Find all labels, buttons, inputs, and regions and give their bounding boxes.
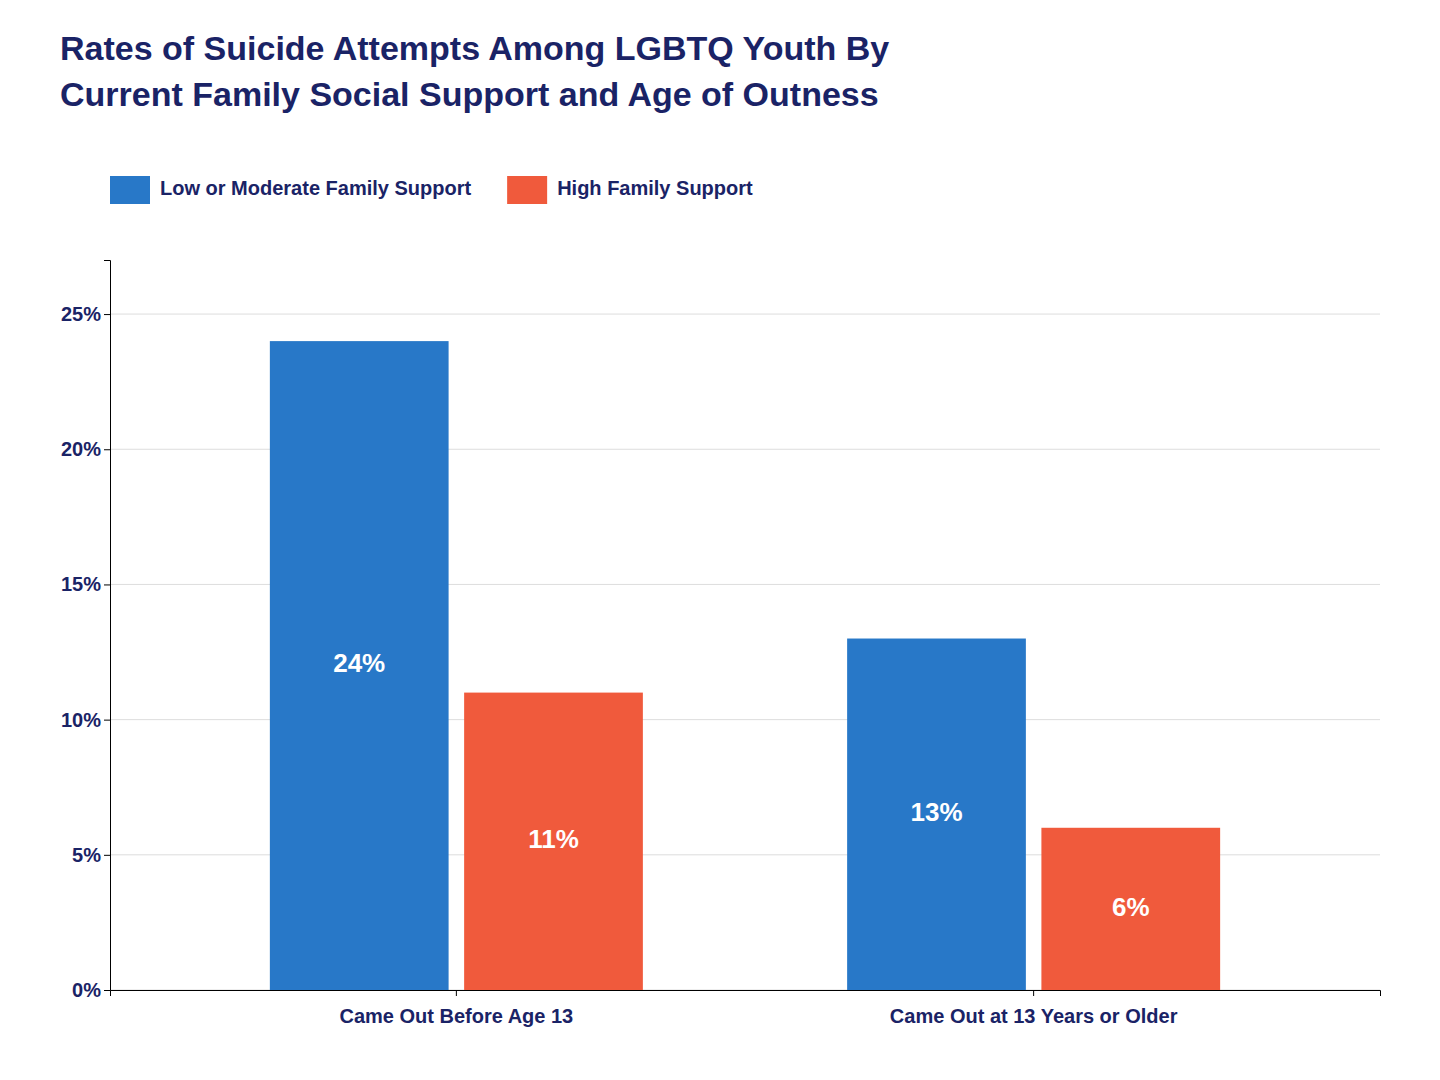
x-tick-mark bbox=[456, 990, 457, 996]
data-label: 6% bbox=[1112, 892, 1150, 922]
legend-label: High Family Support bbox=[557, 177, 753, 199]
grid-line bbox=[110, 314, 1380, 315]
bars bbox=[270, 341, 1220, 990]
y-tick-label: 20% bbox=[61, 438, 101, 460]
y-tick-mark bbox=[104, 584, 110, 585]
data-labels: 24% 13% 11% 6% bbox=[333, 648, 1149, 921]
data-label: 11% bbox=[528, 824, 579, 854]
title: Rates of Suicide Attempts Among LGBTQ Yo… bbox=[60, 29, 889, 113]
y-tick-label: 25% bbox=[61, 303, 101, 325]
data-label: 24% bbox=[333, 648, 385, 678]
legend-swatch bbox=[507, 176, 547, 204]
y-tick-mark bbox=[104, 855, 110, 856]
x-tick: Came Out Before Age 13 bbox=[339, 990, 573, 1027]
y-axis-line bbox=[104, 261, 111, 991]
bar bbox=[1041, 828, 1220, 990]
legend: Low or Moderate Family Support High Famil… bbox=[110, 176, 753, 204]
x-tick-mark bbox=[1033, 990, 1034, 996]
title-line: Current Family Social Support and Age of… bbox=[60, 75, 879, 113]
y-tick-mark bbox=[104, 449, 110, 450]
y-tick: 20% bbox=[61, 438, 110, 460]
grid bbox=[110, 314, 1380, 990]
y-tick: 5% bbox=[72, 844, 110, 866]
y-axis: 0% 5% 10% 15% 20% 25% bbox=[61, 261, 111, 1001]
x-axis: Came Out Before Age 13 Came Out at 13 Yea… bbox=[111, 990, 1381, 1027]
legend-item: Low or Moderate Family Support bbox=[110, 176, 471, 204]
bar bbox=[270, 341, 449, 990]
legend-swatch bbox=[110, 176, 150, 204]
chart: Rates of Suicide Attempts Among LGBTQ Yo… bbox=[0, 0, 1440, 1080]
y-tick: 0% bbox=[72, 979, 110, 1001]
legend-item: High Family Support bbox=[507, 176, 753, 204]
y-tick-label: 0% bbox=[72, 979, 101, 1001]
y-tick-label: 15% bbox=[61, 573, 101, 595]
bar bbox=[464, 693, 643, 990]
y-tick-label: 5% bbox=[72, 844, 101, 866]
y-tick-label: 10% bbox=[61, 709, 101, 731]
bar bbox=[847, 639, 1026, 990]
y-tick: 25% bbox=[61, 303, 110, 325]
x-tick-label: Came Out at 13 Years or Older bbox=[890, 1005, 1178, 1027]
x-tick: Came Out at 13 Years or Older bbox=[890, 990, 1178, 1027]
data-label: 13% bbox=[910, 797, 962, 827]
y-tick-mark bbox=[104, 314, 110, 315]
y-tick-mark bbox=[104, 720, 110, 721]
y-tick-mark bbox=[104, 990, 110, 991]
y-tick: 10% bbox=[61, 709, 110, 731]
x-tick-label: Came Out Before Age 13 bbox=[339, 1005, 573, 1027]
title-line: Rates of Suicide Attempts Among LGBTQ Yo… bbox=[60, 29, 889, 67]
legend-label: Low or Moderate Family Support bbox=[160, 177, 471, 199]
y-tick: 15% bbox=[61, 573, 110, 595]
x-axis-line bbox=[111, 991, 1381, 997]
